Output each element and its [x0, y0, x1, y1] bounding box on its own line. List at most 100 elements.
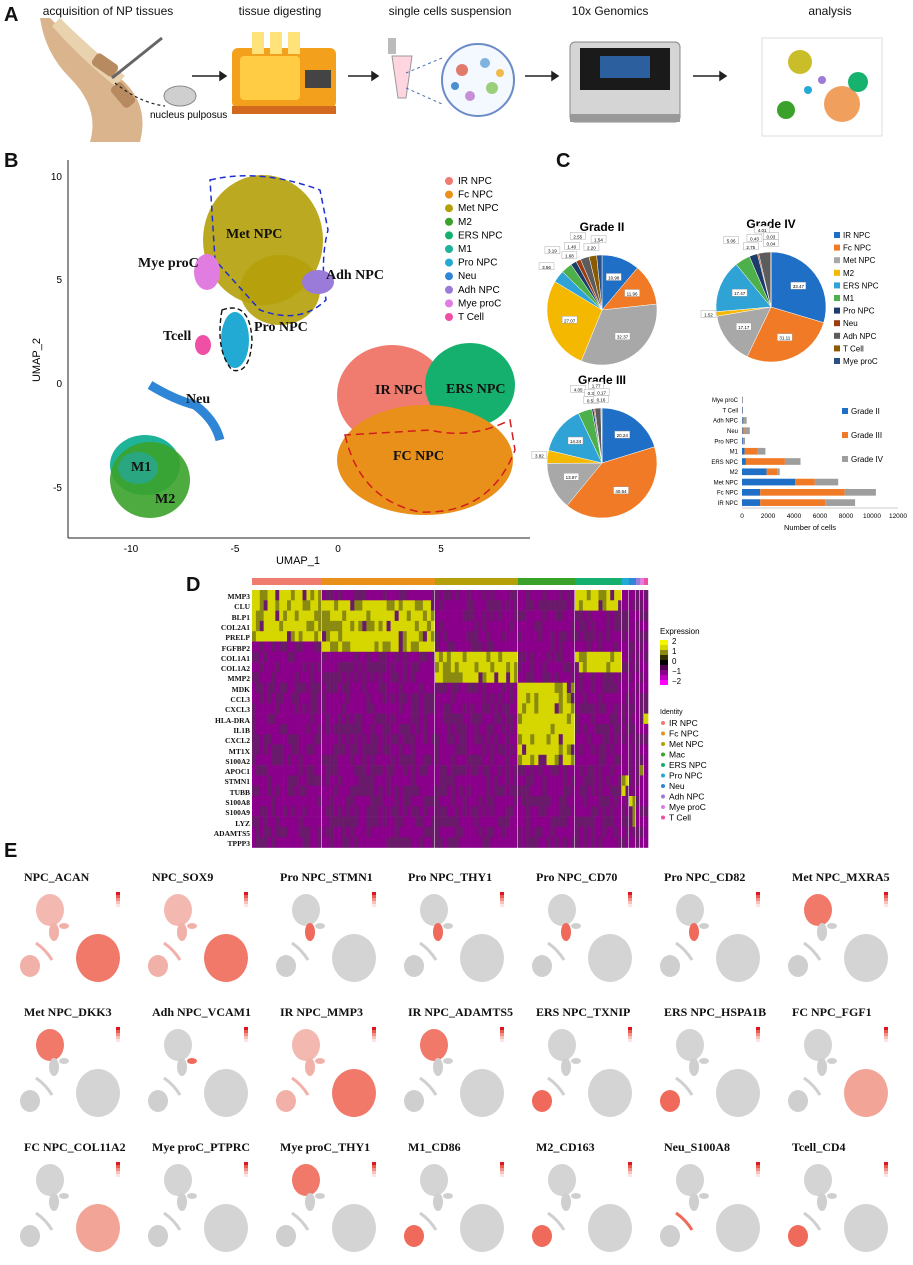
- heatmap-cell: [302, 765, 307, 776]
- feature-cluster-pro: [177, 923, 187, 941]
- heatmap-cell: [598, 734, 603, 745]
- heatmap-cell: [374, 651, 379, 663]
- heatmap-cell: [322, 826, 327, 838]
- heatmap-cell: [310, 631, 315, 642]
- heatmap-cell: [318, 713, 323, 725]
- pie-title: Grade IV: [746, 217, 795, 231]
- feature-cluster-neu: [35, 1076, 54, 1096]
- heatmap-cell: [322, 641, 327, 653]
- heatmap-cell: [290, 826, 296, 838]
- feature-cluster-adh: [699, 1193, 709, 1199]
- heatmap-cell: [338, 693, 343, 704]
- heatmap-cell: [640, 775, 645, 786]
- heatmap-cell: [478, 682, 483, 694]
- heatmap-cell: [478, 754, 483, 766]
- heatmap-cell: [554, 641, 560, 653]
- heatmap-cell: [326, 672, 331, 683]
- heatmap-cell: [622, 631, 626, 642]
- heatmap-cell: [518, 682, 523, 694]
- heatmap-cell: [602, 806, 607, 817]
- heatmap-cell: [354, 672, 359, 683]
- heatmap-cell: [370, 744, 375, 756]
- feature-colorbar-step: [244, 1036, 248, 1039]
- feature-cluster-adh: [571, 1193, 581, 1199]
- heatmap-cell: [306, 765, 311, 776]
- heatmap-cell: [346, 693, 351, 704]
- feature-colorbar-step: [884, 1165, 888, 1168]
- heatmap-cell: [625, 682, 630, 694]
- umap-legend-swatch: [445, 245, 453, 253]
- heatmap-cell: [594, 775, 599, 786]
- heatmap-cell: [402, 754, 408, 766]
- heatmap-gene-label: PRELP: [225, 633, 250, 643]
- heatmap-cell: [394, 734, 399, 745]
- heatmap-cell: [310, 826, 315, 838]
- pie-label-box: [614, 332, 631, 340]
- heatmap-cell: [510, 620, 515, 632]
- heatmap-cell: [632, 693, 637, 704]
- heatmap-cell: [625, 796, 630, 807]
- heatmap-cell: [586, 765, 591, 776]
- heatmap-cell: [510, 651, 515, 663]
- heatmap-cell: [338, 703, 343, 714]
- heatmap-cell: [632, 713, 637, 725]
- heatmap-cell: [590, 682, 595, 694]
- heatmap-cell: [267, 651, 272, 663]
- heatmap-cell: [338, 641, 343, 653]
- heatmap-cell: [290, 620, 296, 632]
- heatmap-cell: [514, 662, 519, 673]
- heatmap-cell: [446, 723, 452, 735]
- heatmap-cell: [406, 785, 412, 797]
- heatmap-cell: [514, 631, 519, 642]
- heatmap-cell: [570, 796, 576, 807]
- heatmap-cell: [546, 590, 551, 601]
- heatmap-cell: [625, 713, 630, 725]
- umap-legend-label: Fc NPC: [458, 190, 493, 201]
- feature-colorbar-step: [628, 1171, 632, 1174]
- heatmap-cell: [478, 826, 483, 838]
- heatmap-cell: [382, 641, 387, 653]
- heatmap-cell: [330, 765, 335, 776]
- heatmap-cell: [306, 826, 311, 838]
- heatmap-gene-label: COL1A1: [220, 653, 250, 663]
- heatmap-cell: [255, 682, 261, 694]
- heatmap-cell: [378, 662, 383, 673]
- heatmap-cell: [614, 693, 619, 704]
- cluster-label: Adh NPC: [326, 268, 384, 283]
- heatmap-cell: [287, 693, 292, 704]
- heatmap-cell: [362, 723, 367, 735]
- heatmap-cell: [470, 837, 475, 848]
- heatmap-cell: [590, 651, 595, 663]
- pie-label-box: [561, 316, 578, 324]
- heatmap-cell: [534, 713, 539, 725]
- heatmap-cell: [506, 631, 511, 642]
- heatmap-cell: [402, 651, 408, 663]
- bar-segment: [844, 488, 876, 496]
- pie-label-box: [700, 310, 717, 318]
- heatmap-cell: [632, 806, 637, 817]
- heatmap-cell: [294, 713, 299, 725]
- feature-cluster-met: [36, 1164, 64, 1196]
- heatmap-cell: [566, 682, 572, 694]
- heatmap-cell: [510, 734, 515, 745]
- heatmap-cell: [566, 744, 572, 756]
- heatmap-cell: [302, 713, 307, 725]
- heatmap-cell: [490, 620, 495, 632]
- heatmap-cell: [275, 806, 280, 817]
- heatmap-cell: [490, 631, 495, 642]
- heatmap-cell: [514, 754, 519, 766]
- heatmap-cell: [474, 796, 479, 807]
- heatmap-cell: [598, 620, 603, 632]
- feature-cluster-npc: [588, 1069, 632, 1117]
- feature-cluster-met: [548, 1029, 576, 1061]
- heatmap-cell: [602, 610, 607, 622]
- feature-cluster-npc: [76, 1069, 120, 1117]
- heatmap-cell: [378, 785, 383, 797]
- heatmap-cell: [466, 765, 471, 776]
- pie-value-label: 0.43: [750, 236, 759, 241]
- heatmap-cell: [518, 723, 523, 735]
- heatmap-cell: [534, 785, 539, 797]
- heatmap-cell: [283, 816, 288, 828]
- heatmap-cell: [622, 806, 626, 817]
- heatmap-cell: [263, 620, 268, 632]
